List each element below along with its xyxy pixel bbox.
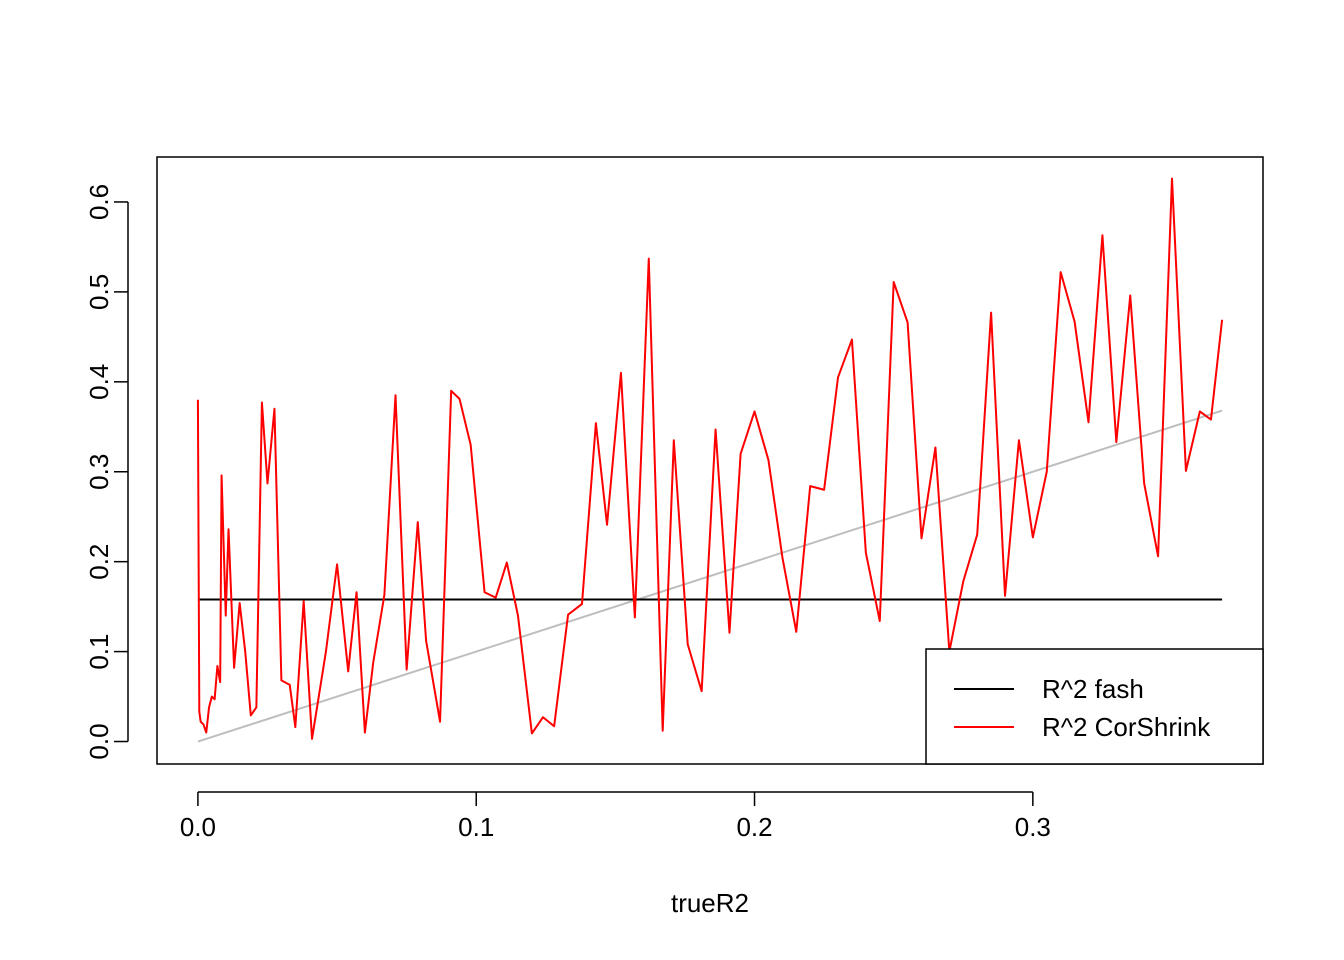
y-tick-label: 0.4 bbox=[84, 364, 114, 400]
x-tick-label: 0.0 bbox=[180, 812, 216, 842]
y-tick-label: 0.1 bbox=[84, 634, 114, 670]
legend-box bbox=[925, 648, 1264, 765]
x-tick-label: 0.3 bbox=[1015, 812, 1051, 842]
y-tick-label: 0.5 bbox=[84, 274, 114, 310]
y-tick-label: 0.0 bbox=[84, 723, 114, 759]
legend-label-fash: R^2 fash bbox=[1042, 674, 1144, 704]
axis-layer: 0.0 0.1 0.2 0.3 0.0 0.1 0.2 0.3 0.4 0.5 0.6 bbox=[84, 184, 1051, 842]
legend-label-corshrink: R^2 CorShrink bbox=[1042, 712, 1211, 742]
plot-frame bbox=[156, 156, 1264, 765]
x-tick-label: 0.1 bbox=[458, 812, 494, 842]
y-tick-label: 0.2 bbox=[84, 544, 114, 580]
x-tick-label: 0.2 bbox=[736, 812, 772, 842]
legend: R^2 fash R^2 CorShrink bbox=[925, 648, 1264, 765]
series-layer bbox=[196, 177, 1224, 743]
series-corshrink-line bbox=[196, 177, 1224, 740]
y-tick-label: 0.3 bbox=[84, 454, 114, 490]
x-axis-title: trueR2 bbox=[671, 888, 749, 918]
series-identity-line bbox=[197, 409, 1223, 743]
y-tick-label: 0.6 bbox=[84, 184, 114, 220]
